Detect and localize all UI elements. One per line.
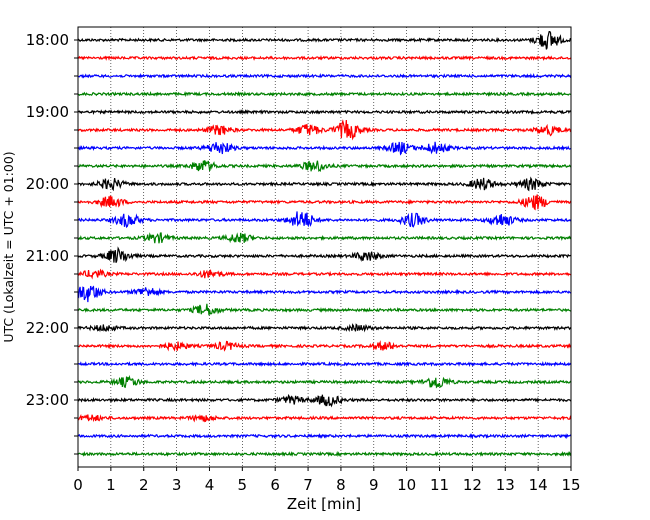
trace-series	[77, 30, 572, 457]
x-tick-label: 11	[430, 476, 449, 494]
trace-line-2015	[77, 194, 572, 211]
trace-line-2200	[77, 323, 572, 333]
x-tick-label: 14	[529, 476, 548, 494]
x-tick-label: 1	[106, 476, 116, 494]
trace-line-1945	[77, 160, 572, 173]
x-tick-label: 5	[238, 476, 248, 494]
x-axis-label: Zeit [min]	[287, 495, 361, 513]
trace-line-2100	[77, 246, 572, 263]
x-tick-label: 12	[463, 476, 482, 494]
trace-line-2145	[77, 303, 572, 316]
y-tick-label: 21:00	[26, 247, 69, 265]
trace-line-2245	[77, 374, 572, 389]
x-axis: 0 1 2 3 4 5 6 7 8 9 10 11 12 13 14 15	[73, 467, 581, 494]
trace-line-2215	[77, 340, 572, 352]
x-tick-label: 0	[73, 476, 83, 494]
x-tick-label: 4	[205, 476, 215, 494]
x-tick-label: 15	[561, 476, 580, 494]
x-tick-label: 8	[336, 476, 346, 494]
x-tick-label: 2	[139, 476, 149, 494]
trace-line-2045	[77, 232, 572, 244]
y-tick-label: 18:00	[26, 31, 69, 49]
x-tick-label: 9	[369, 476, 379, 494]
x-tick-label: 10	[397, 476, 416, 494]
trace-line-2000	[77, 176, 572, 192]
y-tick-label: 19:00	[26, 103, 69, 121]
trace-line-2130	[77, 285, 572, 303]
x-tick-label: 13	[496, 476, 515, 494]
x-tick-label: 3	[172, 476, 182, 494]
trace-line-1915	[77, 119, 572, 141]
x-tick-label: 6	[270, 476, 280, 494]
trace-line-1815	[77, 55, 572, 61]
trace-line-2315	[77, 413, 572, 423]
y-axis-label: UTC (Lokalzeit = UTC + 01:00)	[1, 151, 16, 342]
trace-line-1930	[77, 141, 572, 156]
trace-line-2230	[77, 360, 572, 368]
y-tick-label: 23:00	[26, 391, 69, 409]
trace-line-1900	[77, 108, 572, 115]
trace-line-2300	[77, 393, 572, 408]
x-tick-label: 7	[303, 476, 313, 494]
trace-line-1845	[77, 91, 572, 98]
trace-line-2030	[77, 211, 572, 229]
trace-line-2345	[77, 450, 572, 457]
trace-line-1800	[77, 30, 572, 50]
y-tick-label: 22:00	[26, 319, 69, 337]
trace-line-2115	[77, 268, 572, 280]
trace-line-2330	[77, 432, 572, 440]
grid-lines	[110, 27, 539, 467]
y-tick-label: 20:00	[26, 175, 69, 193]
plot-frame	[77, 26, 572, 468]
trace-line-1830	[77, 72, 572, 79]
y-axis: 18:00 19:00 20:00 21:00 22:00 23:00	[26, 31, 78, 455]
